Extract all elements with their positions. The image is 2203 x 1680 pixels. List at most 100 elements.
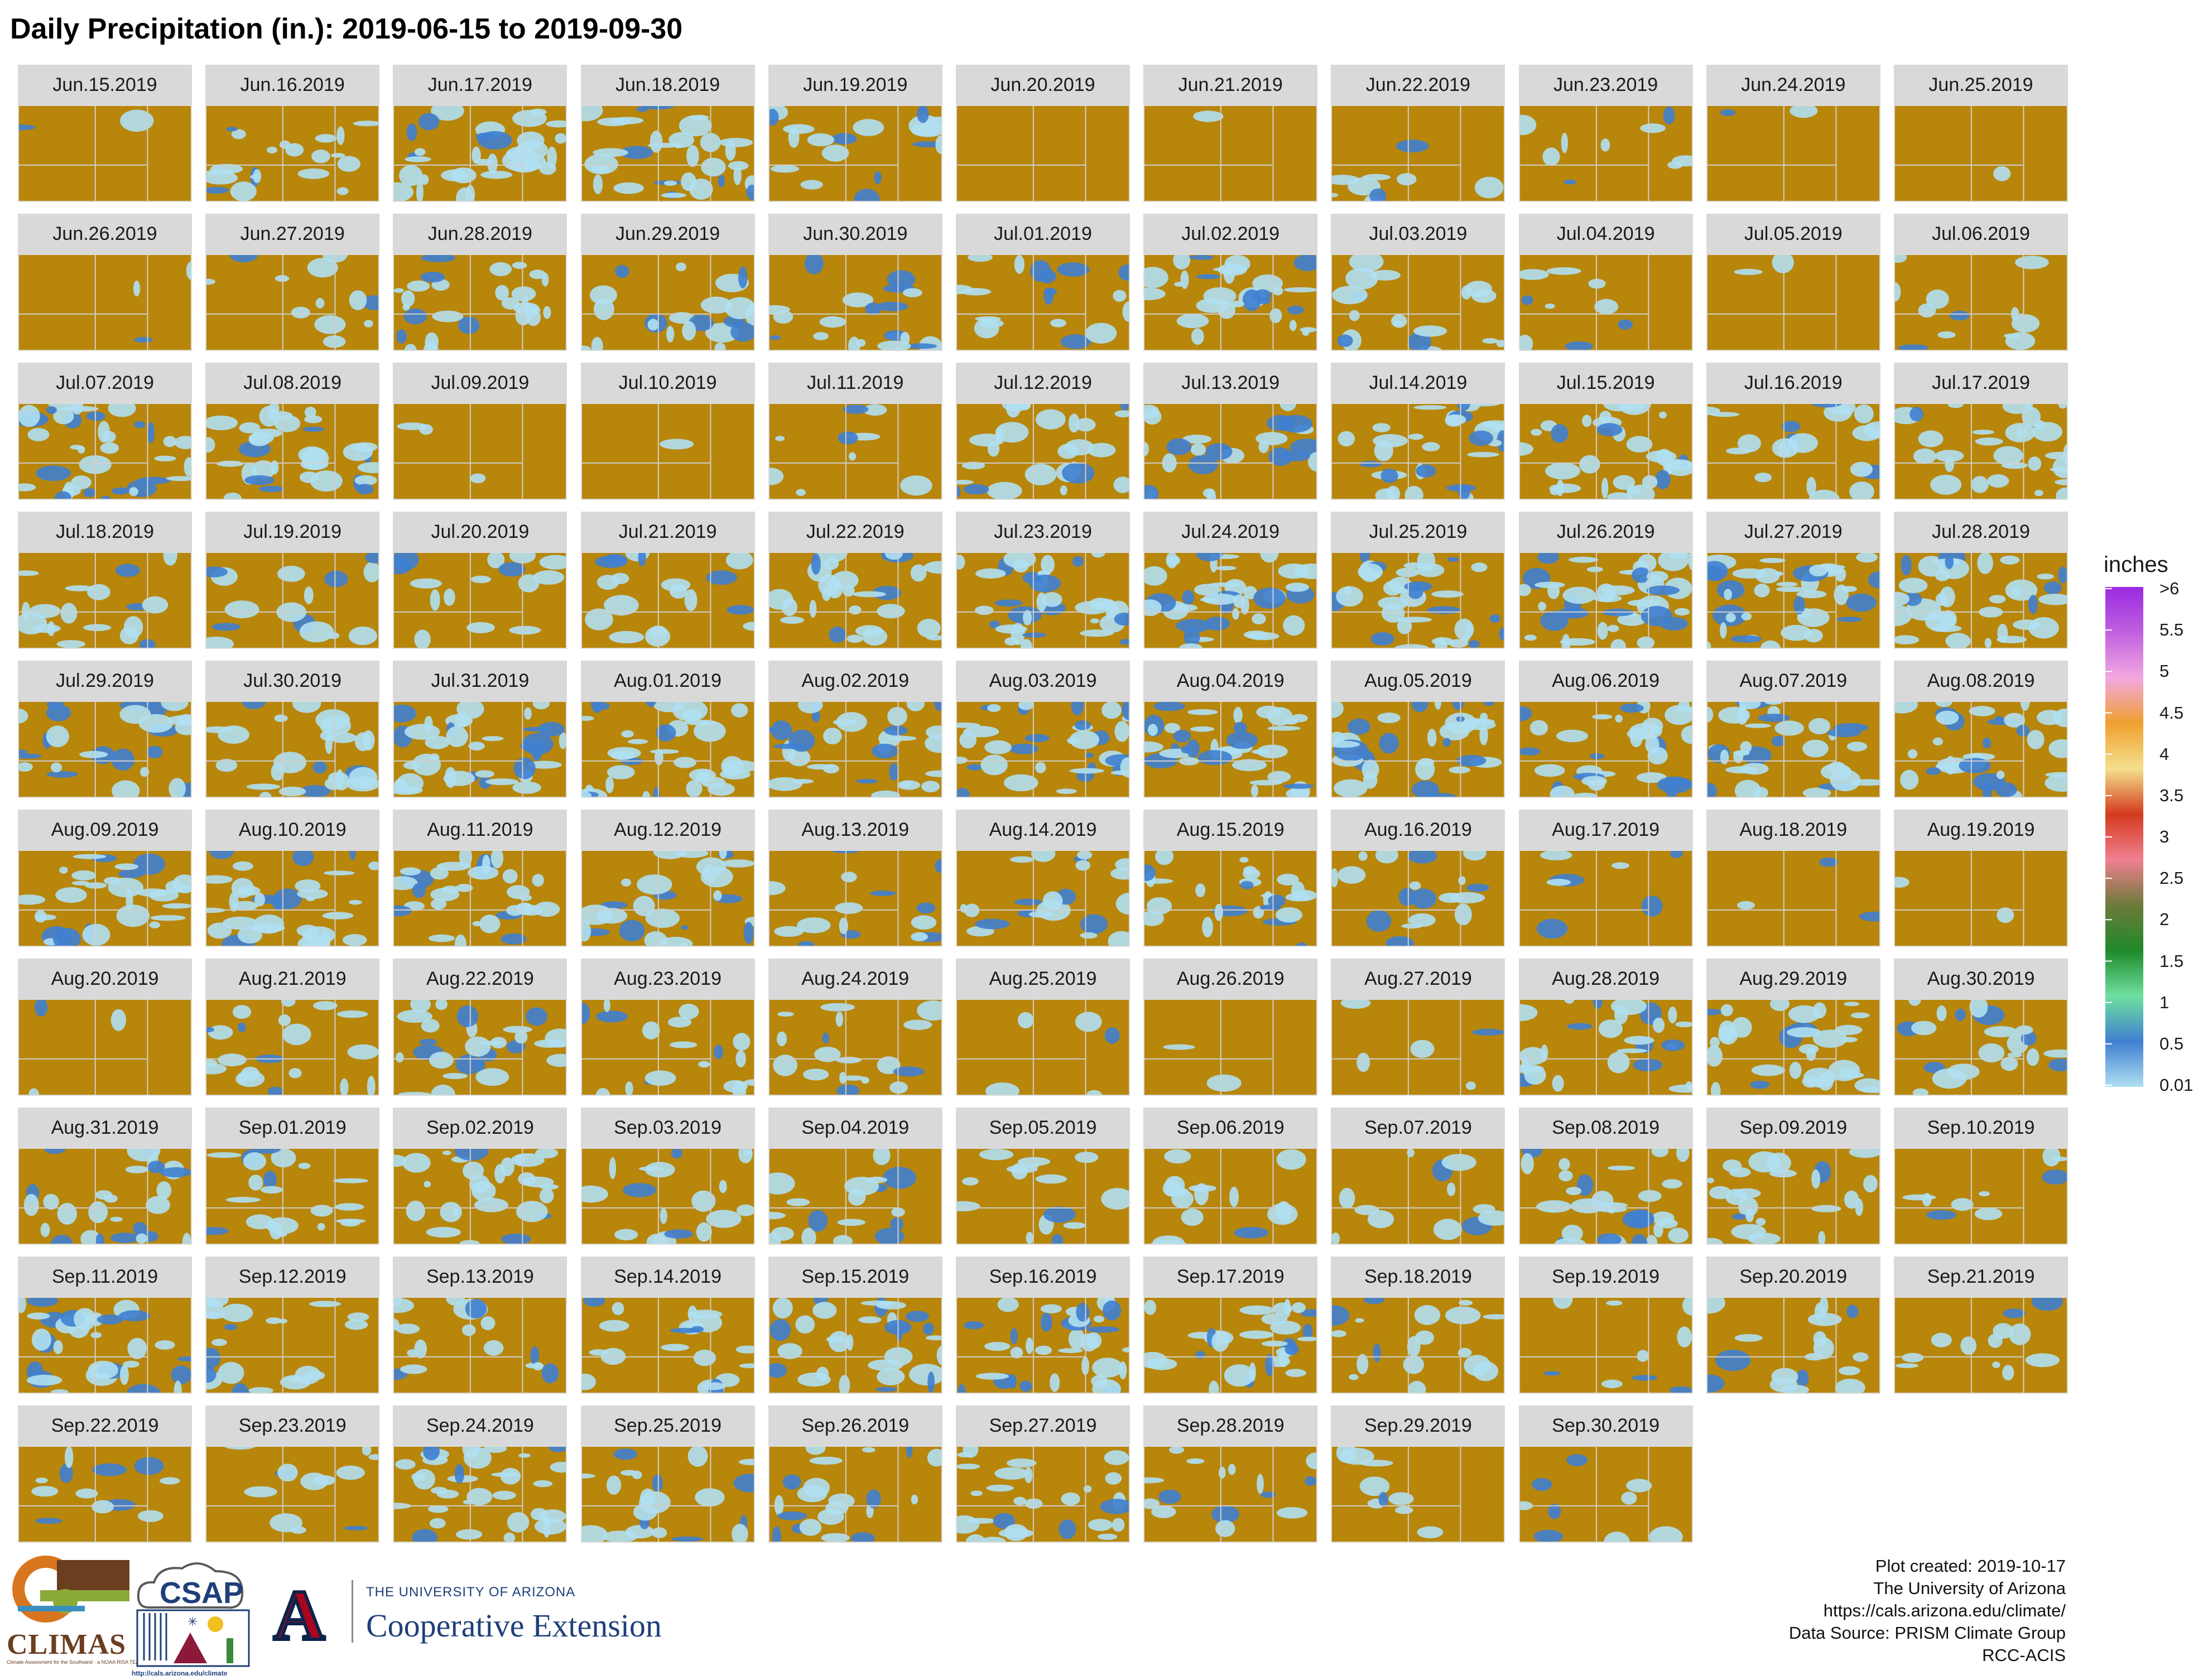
rain-area <box>814 1047 841 1062</box>
map-frame <box>1518 701 1693 798</box>
csap-logo-url: http://cals.arizona.edu/climate <box>132 1669 228 1677</box>
map-background <box>1518 1297 1693 1394</box>
map-frame <box>768 1446 942 1543</box>
rain-area <box>719 138 753 147</box>
rain-area <box>1240 881 1254 889</box>
rain-area <box>1616 1048 1647 1053</box>
panel-date-label: Jul.14.2019 <box>1331 363 1505 403</box>
rain-area <box>1853 1352 1869 1362</box>
rain-area <box>1740 741 1752 753</box>
precip-map <box>393 701 567 798</box>
rain-area <box>984 740 1012 754</box>
map-frame <box>1518 999 1693 1096</box>
rain-area <box>1467 451 1500 458</box>
precip-map <box>393 254 567 351</box>
rain-area <box>1531 1478 1552 1491</box>
csap-logo-text: CSAP <box>160 1576 244 1610</box>
rain-area <box>239 422 261 434</box>
rain-area <box>405 344 417 351</box>
rain-area <box>364 320 373 328</box>
rain-area <box>855 625 883 637</box>
rain-area <box>887 707 907 726</box>
rain-area <box>432 310 464 322</box>
rain-area <box>837 431 858 445</box>
rain-area <box>772 1055 797 1076</box>
map-panel: Jul.15.2019 <box>1518 363 1693 500</box>
rain-area <box>1085 322 1117 344</box>
rain-area <box>1209 1380 1219 1394</box>
rain-area <box>442 1151 452 1156</box>
rain-area <box>87 584 110 600</box>
rain-area <box>414 629 431 649</box>
rain-area <box>205 1227 229 1235</box>
legend-colorbar <box>2105 587 2143 1087</box>
map-panel: Sep.03.2019 <box>580 1108 755 1245</box>
rain-area <box>31 624 61 633</box>
precip-map <box>1518 552 1693 649</box>
rain-area <box>687 1310 723 1319</box>
rain-area <box>1287 305 1304 315</box>
rain-area <box>400 867 421 875</box>
map-background <box>580 1446 755 1543</box>
rain-area <box>1267 726 1301 731</box>
rain-area <box>1663 459 1690 465</box>
rain-area <box>718 175 725 187</box>
rain-area <box>1093 1315 1104 1323</box>
rain-area <box>853 119 884 136</box>
rain-area <box>1057 444 1078 459</box>
map-panel: Jun.20.2019 <box>956 65 1130 202</box>
rain-area <box>848 336 860 351</box>
rain-area <box>393 182 414 202</box>
rain-area <box>966 764 983 771</box>
rain-area <box>1631 567 1651 583</box>
rain-area <box>46 771 78 778</box>
rain-area <box>989 620 1000 629</box>
rain-area <box>997 1297 1019 1312</box>
rain-area <box>768 881 786 896</box>
map-frame <box>393 552 567 649</box>
rain-area <box>916 105 929 123</box>
rain-area <box>735 1345 755 1354</box>
rain-area <box>1781 624 1812 641</box>
rain-area <box>1904 592 1922 606</box>
rain-area <box>18 405 40 427</box>
rain-area <box>1176 314 1209 329</box>
rain-area <box>1419 758 1435 766</box>
panel-date-label: Aug.28.2019 <box>1518 959 1693 999</box>
rain-area <box>1277 873 1299 886</box>
rain-area <box>1051 1234 1064 1245</box>
rain-area <box>1955 1008 1966 1021</box>
precip-map <box>1518 1297 1693 1394</box>
panel-date-label: Jul.08.2019 <box>205 363 380 403</box>
rain-area <box>348 900 362 905</box>
rain-area <box>353 121 380 127</box>
rain-area <box>855 779 878 784</box>
rain-area <box>916 902 935 914</box>
precip-map <box>205 552 380 649</box>
rain-area <box>846 1334 853 1351</box>
rain-area <box>1463 850 1487 861</box>
rain-area <box>75 1488 98 1499</box>
rain-area <box>147 1161 165 1173</box>
rain-area <box>222 916 258 930</box>
rain-area <box>621 730 634 738</box>
map-panel: Sep.15.2019 <box>768 1257 942 1394</box>
rain-area <box>835 1012 843 1027</box>
rain-area <box>1043 1206 1076 1223</box>
rain-area <box>244 475 275 485</box>
rain-area <box>721 859 755 868</box>
rain-area <box>95 1190 113 1200</box>
rain-area <box>259 406 280 427</box>
rain-area <box>1293 254 1318 271</box>
map-panel: Jun.24.2019 <box>1706 65 1880 202</box>
rain-area <box>1091 552 1105 558</box>
rain-area <box>1369 188 1387 202</box>
panel-date-label: Sep.21.2019 <box>1894 1257 2068 1297</box>
precip-map <box>768 1148 942 1245</box>
map-panel: Aug.05.2019 <box>1331 661 1505 798</box>
rain-area <box>1838 1366 1860 1375</box>
rain-area <box>1230 300 1245 307</box>
rain-area <box>1675 1021 1693 1027</box>
rain-area <box>1600 138 1610 152</box>
rain-area <box>1458 1347 1472 1358</box>
